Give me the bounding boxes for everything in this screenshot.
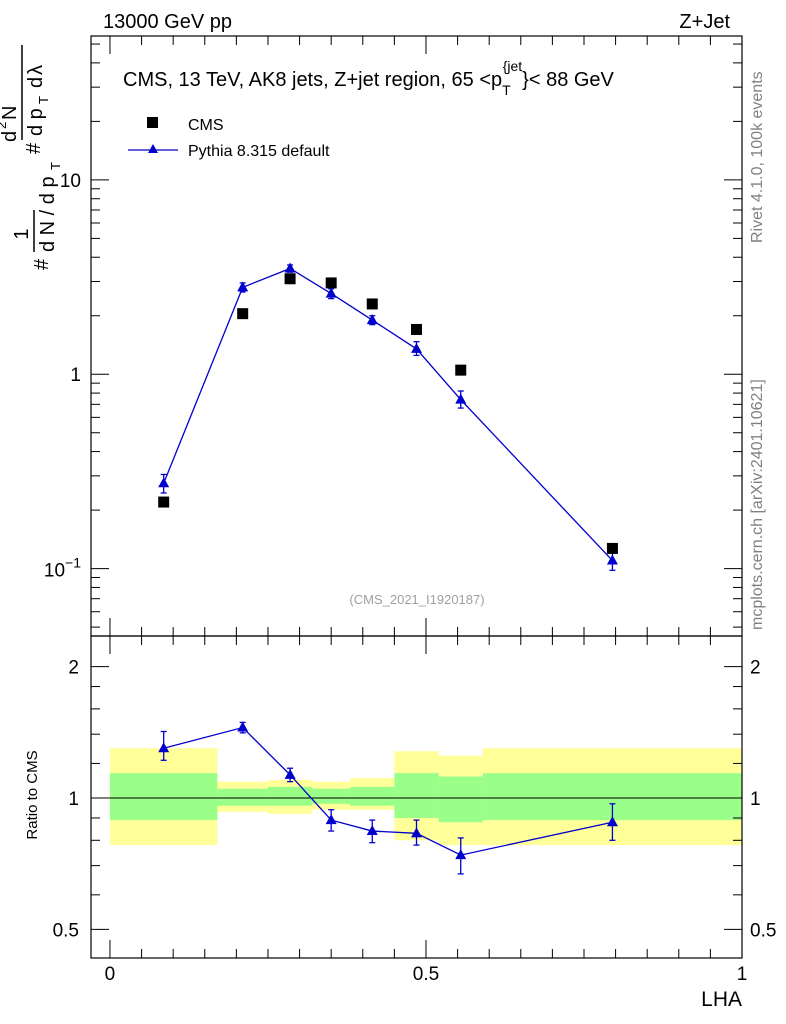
cms-point <box>237 308 249 320</box>
svg-text:N: N <box>0 106 21 120</box>
svg-text:d N / d p: d N / d p <box>37 176 59 252</box>
pythia-point <box>411 342 422 353</box>
ratio-point <box>158 742 170 753</box>
svg-text:#: # <box>23 142 45 154</box>
svg-text:T: T <box>48 162 63 170</box>
ratio-point <box>284 768 296 779</box>
svg-text:2: 2 <box>0 122 9 129</box>
svg-text:d p: d p <box>25 108 47 136</box>
pythia-point <box>606 554 618 565</box>
lower-y-tick-label-right: 2 <box>750 658 761 679</box>
ratio-series <box>158 721 618 875</box>
pythia-point <box>366 314 378 325</box>
header-right: Z+Jet <box>679 11 730 33</box>
band-green <box>109 773 218 821</box>
upper-y-tick-label: 1 <box>70 365 81 386</box>
mcplots-label: mcplots.cern.ch [arXiv:2401.10621] <box>749 379 766 630</box>
ratio-line <box>163 726 613 856</box>
cms-point <box>325 277 337 289</box>
lower-panel: 0.5 0.5 1 1 2 2 0 0.5 1 <box>53 635 776 985</box>
lower-y-tick-label: 2 <box>68 658 79 679</box>
legend-pythia-marker <box>148 144 158 153</box>
cms-point <box>411 323 422 335</box>
pythia-line <box>163 267 613 562</box>
svg-text:d: d <box>25 77 47 88</box>
svg-text:d: d <box>0 131 21 142</box>
ratio-point <box>237 721 249 732</box>
svg-text:#: # <box>31 258 53 270</box>
lower-y-tick-label: 1 <box>68 789 79 810</box>
cms-point <box>158 496 170 508</box>
lower-y-label: Ratio to CMS <box>24 750 41 839</box>
x-tick-label: 1 <box>737 964 748 985</box>
upper-axis-ticks: 10−1 1 10 <box>44 36 743 636</box>
upper-y-label: # 1 d N / d p T # d 2 N d p T d λ <box>0 45 63 270</box>
x-tick-label: 0 <box>105 964 116 985</box>
svg-text:T: T <box>36 96 51 104</box>
lower-axis-ticks: 0.5 0.5 1 1 2 2 0 0.5 1 <box>53 636 776 985</box>
cms-point <box>366 298 378 310</box>
pythia-point <box>158 477 170 488</box>
plot-title: CMS, 13 TeV, AK8 jets, Z+jet region, 65 … <box>123 58 615 98</box>
ratio-point <box>366 825 378 836</box>
rivet-label: Rivet 4.1.0, 100k events <box>749 71 766 243</box>
band-green <box>394 773 439 818</box>
svg-text:λ: λ <box>25 65 47 75</box>
lower-y-tick-label: 0.5 <box>53 920 79 941</box>
upper-panel: 10−1 1 10 <box>44 35 743 637</box>
legend-cms-marker <box>147 117 158 128</box>
cms-point <box>455 364 467 376</box>
legend-cms-label: CMS <box>188 117 224 134</box>
lower-y-tick-label-right: 0.5 <box>750 920 776 941</box>
pythia-point <box>455 393 467 404</box>
pythia-point <box>284 262 296 273</box>
upper-y-tick-label: 10 <box>60 171 81 192</box>
ratio-point <box>325 814 337 825</box>
upper-y-tick-label: 10−1 <box>44 555 81 582</box>
lower-y-tick-label-right: 1 <box>750 789 761 810</box>
svg-text:1: 1 <box>11 228 33 239</box>
x-axis-label: LHA <box>701 988 742 1011</box>
ratio-point <box>606 816 618 827</box>
upper-series <box>158 262 618 571</box>
header-left: 13000 GeV pp <box>103 11 232 33</box>
band-green <box>312 788 351 804</box>
pythia-point <box>325 287 337 298</box>
cms-point <box>606 542 618 554</box>
analysis-watermark: (CMS_2021_I1920187) <box>349 592 484 607</box>
legend-pythia-label: Pythia 8.315 default <box>188 143 330 160</box>
band-green <box>438 776 483 823</box>
legend: CMS Pythia 8.315 default <box>128 117 330 160</box>
lower-frame <box>90 635 743 959</box>
pythia-point <box>237 281 249 292</box>
band-green <box>350 786 395 806</box>
cms-point <box>284 273 296 285</box>
x-tick-label: 0.5 <box>413 964 439 985</box>
ratio-point <box>411 827 422 838</box>
band-green <box>217 788 268 806</box>
ratio-point <box>455 849 467 860</box>
band-green <box>267 786 313 806</box>
